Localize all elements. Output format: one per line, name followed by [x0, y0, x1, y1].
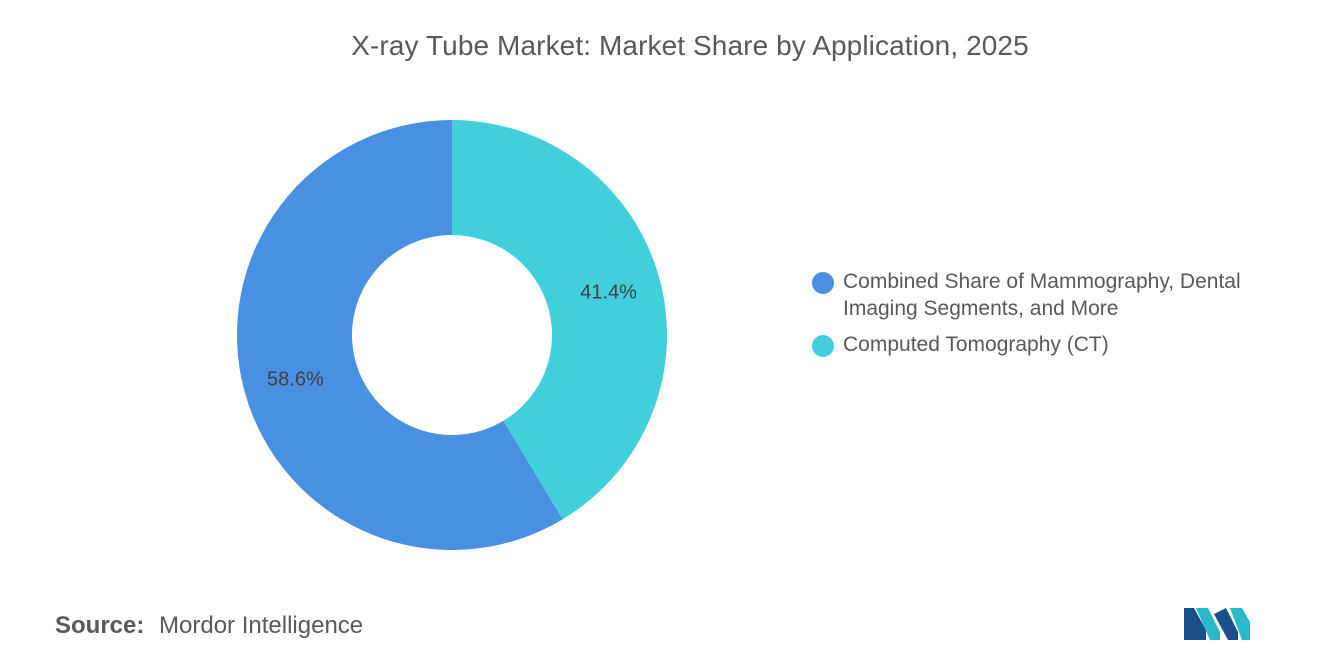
legend-swatch-combined	[812, 272, 834, 294]
chart-title: X-ray Tube Market: Market Share by Appli…	[351, 30, 1029, 61]
legend-item-combined[interactable]: Combined Share of Mammography, Dental Im…	[812, 268, 1292, 322]
donut-slice-label-0: 41.4%	[580, 282, 637, 304]
donut-slice-label-1: 58.6%	[267, 368, 324, 390]
donut-slices	[236, 120, 667, 550]
donut-slice-1[interactable]	[236, 120, 563, 550]
legend-label-ct: Computed Tomography (CT)	[843, 333, 1109, 356]
chart-legend: Combined Share of Mammography, Dental Im…	[812, 268, 1292, 367]
legend-label-combined: Combined Share of Mammography, Dental Im…	[843, 270, 1241, 320]
donut-slice-labels: 41.4% 58.6%	[267, 282, 637, 391]
source-label: Source:	[55, 612, 145, 639]
legend-item-ct[interactable]: Computed Tomography (CT)	[812, 331, 1292, 358]
donut-slice-0[interactable]	[452, 120, 667, 520]
source-footer: Source: Mordor Intelligence	[55, 612, 363, 640]
source-value: Mordor Intelligence	[159, 612, 364, 639]
legend-swatch-ct	[812, 335, 834, 357]
mordor-intelligence-logo-icon	[1184, 608, 1250, 640]
